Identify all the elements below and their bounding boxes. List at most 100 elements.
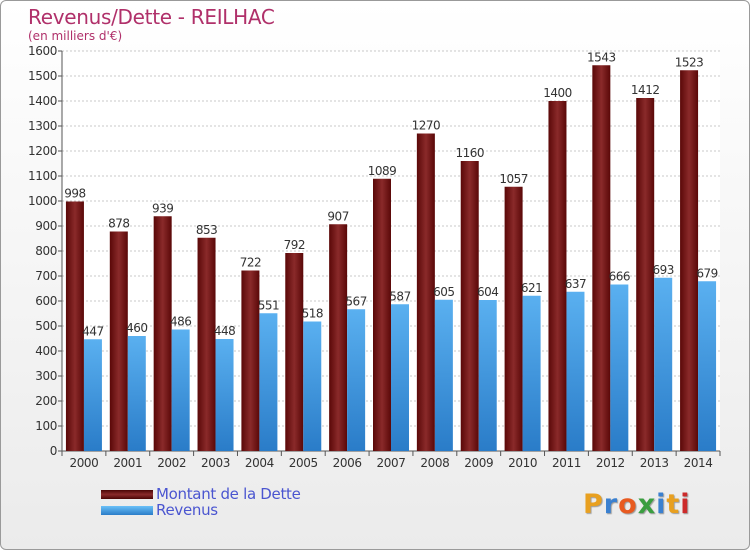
y-tick-label: 1500	[28, 69, 57, 83]
bar-debt-2009	[460, 161, 479, 451]
bar-revenus-2011	[566, 291, 585, 451]
x-tick-label: 2000	[69, 456, 98, 470]
chart-unit: (en milliers d'€)	[28, 29, 123, 43]
value-label-revenus-2004: 551	[258, 298, 279, 312]
x-tick-label: 2009	[464, 456, 493, 470]
bar-debt-2010	[504, 186, 523, 451]
bar-debt-2013	[636, 98, 655, 451]
x-tick-label: 2008	[420, 456, 449, 470]
value-label-revenus-2014: 679	[696, 266, 717, 280]
x-tick-label: 2006	[333, 456, 362, 470]
bar-revenus-2013	[654, 277, 673, 451]
value-label-debt-2012: 1543	[587, 50, 616, 64]
y-tick-label: 800	[35, 244, 57, 258]
bar-revenus-2014	[698, 281, 717, 451]
value-label-debt-2009: 1160	[455, 146, 484, 160]
legend-label-revenus: Revenus	[156, 501, 218, 519]
x-tick-label: 2014	[684, 456, 713, 470]
value-label-debt-2005: 792	[284, 238, 305, 252]
bar-revenus-2009	[478, 300, 497, 451]
y-tick-label: 1200	[28, 144, 57, 158]
bar-debt-2007	[373, 178, 391, 451]
value-label-revenus-2005: 518	[302, 307, 323, 321]
y-tick-label: 1600	[28, 44, 57, 58]
bar-revenus-2000	[83, 339, 102, 451]
y-tick-label: 0	[50, 444, 57, 458]
y-tick-label: 1400	[28, 94, 57, 108]
value-label-revenus-2006: 567	[345, 294, 366, 308]
logo-letter: P	[583, 489, 604, 520]
value-label-revenus-2010: 621	[521, 281, 542, 295]
bar-revenus-2010	[522, 295, 541, 451]
bar-revenus-2008	[434, 299, 453, 451]
value-label-debt-2002: 939	[152, 201, 173, 215]
value-label-debt-2013: 1412	[631, 83, 660, 97]
legend-swatch-revenus	[101, 506, 153, 515]
logo-letter: o	[618, 489, 638, 520]
bar-debt-2000	[65, 201, 84, 451]
x-tick-label: 2013	[640, 456, 669, 470]
y-tick-label: 1000	[28, 194, 57, 208]
chart-title: Revenus/Dette - REILHAC	[28, 5, 275, 29]
logo-letter: r	[603, 489, 619, 520]
x-tick-label: 2001	[113, 456, 142, 470]
y-tick-label: 900	[35, 219, 57, 233]
logo-letter: x	[637, 489, 657, 520]
x-tick-label: 2012	[596, 456, 625, 470]
value-label-debt-2006: 907	[327, 209, 348, 223]
proxiti-logo: Proxiti	[583, 489, 691, 520]
logo-letter: t	[666, 489, 681, 520]
bar-debt-2006	[329, 224, 348, 451]
y-tick-label: 1300	[28, 119, 57, 133]
bar-debt-2002	[153, 216, 172, 451]
value-label-debt-2014: 1523	[675, 55, 704, 69]
value-label-revenus-2002: 486	[170, 315, 191, 329]
y-tick-label: 300	[35, 369, 57, 383]
value-label-revenus-2007: 587	[389, 289, 410, 303]
logo-letter: i	[656, 489, 667, 520]
value-label-revenus-2012: 666	[609, 270, 630, 284]
value-label-debt-2004: 722	[240, 256, 261, 270]
value-label-revenus-2003: 448	[214, 324, 235, 338]
y-tick-label: 400	[35, 344, 57, 358]
value-label-revenus-2013: 693	[652, 263, 673, 277]
x-tick-label: 2003	[201, 456, 230, 470]
bar-revenus-2012	[610, 284, 629, 451]
y-tick-label: 500	[35, 319, 57, 333]
bar-revenus-2001	[127, 336, 146, 451]
value-label-debt-2010: 1057	[499, 172, 528, 186]
value-label-debt-2003: 853	[196, 223, 217, 237]
bar-revenus-2004	[259, 313, 278, 451]
value-label-revenus-2011: 637	[565, 277, 586, 291]
x-tick-label: 2011	[552, 456, 581, 470]
value-label-debt-2001: 878	[108, 217, 129, 231]
bar-revenus-2003	[215, 339, 234, 451]
bar-debt-2008	[416, 133, 435, 451]
y-tick-label: 100	[35, 419, 57, 433]
logo-letter: i	[680, 489, 691, 520]
y-tick-label: 200	[35, 394, 57, 408]
x-tick-label: 2005	[289, 456, 318, 470]
value-label-debt-2011: 1400	[543, 86, 572, 100]
x-tick-label: 2007	[377, 456, 406, 470]
bar-debt-2014	[680, 70, 699, 451]
value-label-debt-2008: 1270	[412, 119, 441, 133]
y-tick-label: 600	[35, 294, 57, 308]
x-tick-label: 2010	[508, 456, 537, 470]
value-label-revenus-2008: 605	[433, 285, 454, 299]
value-label-revenus-2009: 604	[477, 285, 498, 299]
bar-debt-2005	[285, 253, 304, 451]
legend-label-debt: Montant de la Dette	[156, 485, 301, 503]
bar-revenus-2002	[171, 329, 190, 451]
bar-debt-2011	[548, 101, 567, 451]
value-label-revenus-2001: 460	[126, 321, 147, 335]
value-label-revenus-2000: 447	[82, 324, 103, 338]
y-tick-label: 1100	[28, 169, 57, 183]
bar-revenus-2007	[391, 304, 409, 451]
bar-debt-2001	[109, 231, 128, 451]
bar-debt-2003	[197, 237, 216, 451]
x-tick-label: 2002	[157, 456, 186, 470]
value-label-debt-2000: 998	[64, 187, 85, 201]
bar-debt-2004	[241, 270, 260, 451]
